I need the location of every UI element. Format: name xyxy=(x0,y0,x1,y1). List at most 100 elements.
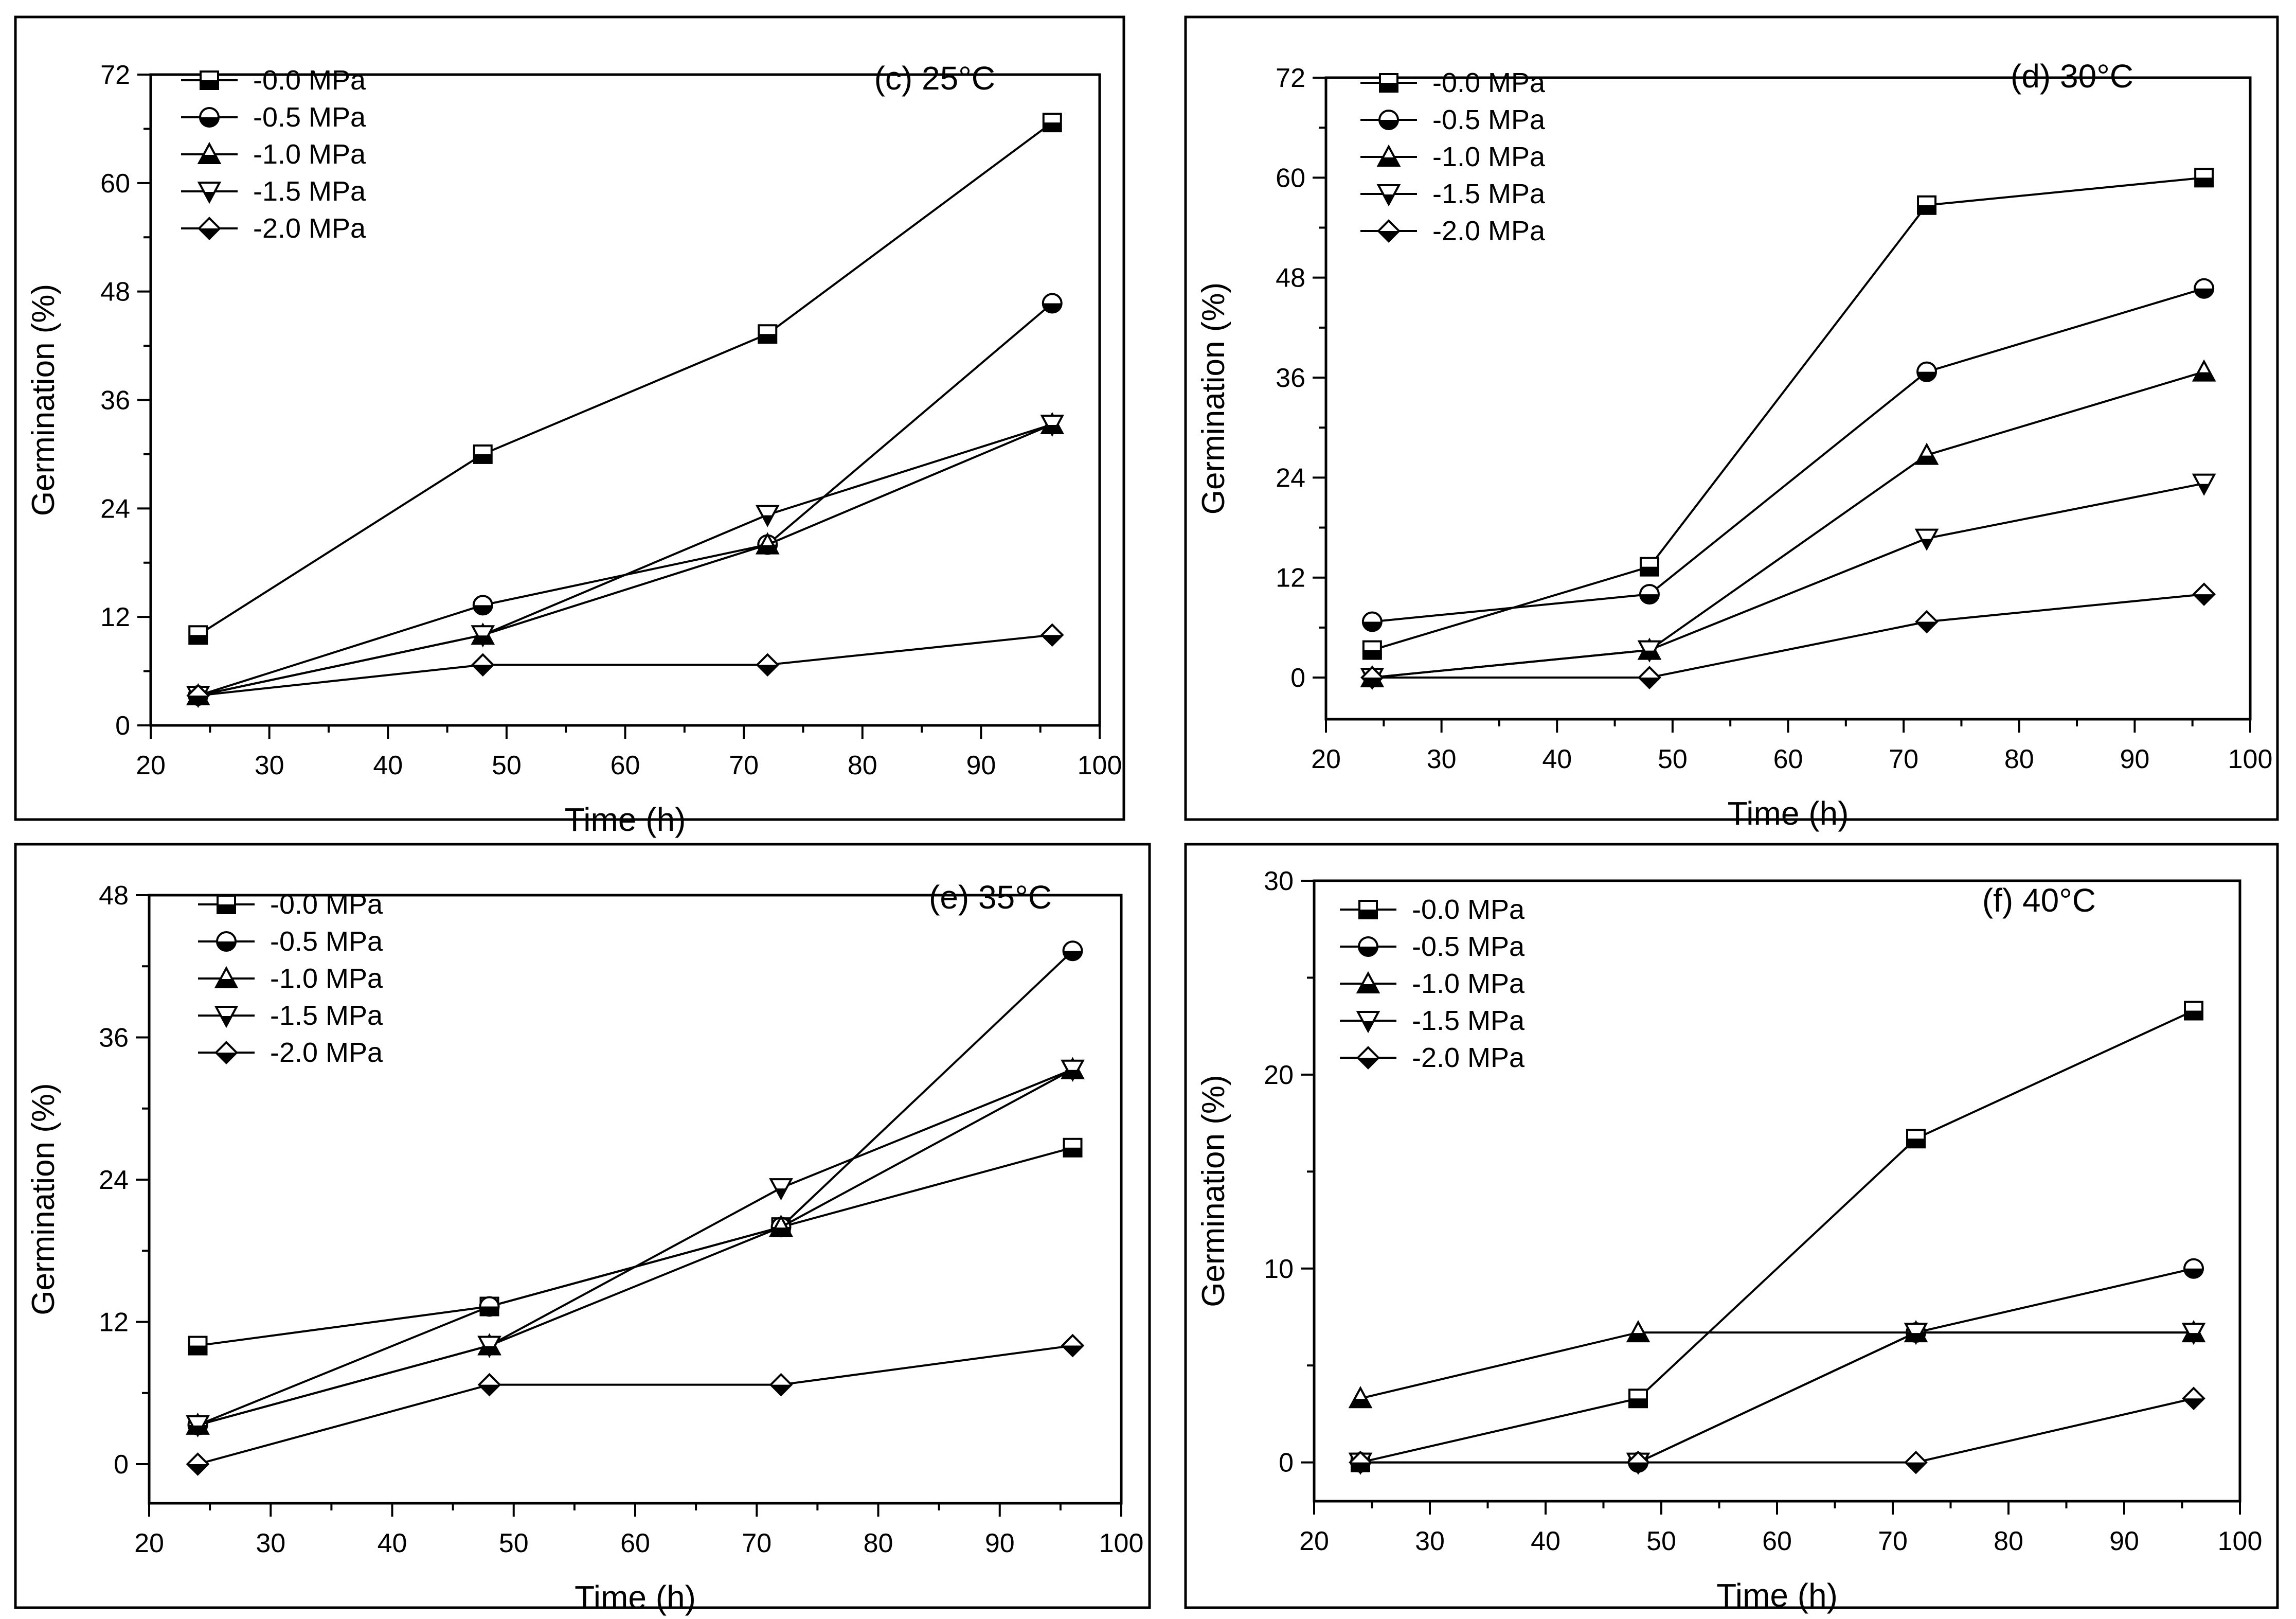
x-tick-label: 50 xyxy=(1658,744,1688,774)
legend-label: -1.0 MPa xyxy=(1412,968,1525,999)
legend-label: -1.0 MPa xyxy=(270,963,383,994)
x-tick-label: 70 xyxy=(729,751,759,780)
legend-marker-fill xyxy=(199,228,220,239)
x-tick-label: 30 xyxy=(1415,1526,1445,1556)
legend-label: -0.0 MPa xyxy=(1432,67,1546,98)
legend-marker-fill xyxy=(216,1053,237,1063)
x-tick-label: 80 xyxy=(848,751,877,780)
x-tick-label: 80 xyxy=(1994,1526,2023,1556)
x-tick-label: 90 xyxy=(966,751,996,780)
x-axis-label: Time (h) xyxy=(1728,795,1849,832)
data-point-4-fill xyxy=(2194,594,2215,605)
x-axis-label: Time (h) xyxy=(575,1579,696,1616)
series-line-4 xyxy=(1372,593,2204,679)
x-tick-label: 80 xyxy=(864,1528,893,1558)
y-tick-label: 60 xyxy=(1276,163,1305,193)
legend-label: -1.5 MPa xyxy=(253,176,366,207)
legend-label: -0.0 MPa xyxy=(253,65,366,96)
x-tick-label: 90 xyxy=(2109,1526,2139,1556)
x-tick-label: 20 xyxy=(134,1528,164,1558)
data-point-3-fill xyxy=(1644,650,1655,661)
legend-marker-fill xyxy=(221,1016,231,1026)
x-tick-label: 20 xyxy=(1311,744,1341,774)
y-tick-label: 48 xyxy=(99,881,129,911)
data-point-2-fill xyxy=(1628,1333,1648,1342)
data-point-0-fill xyxy=(2185,1010,2202,1020)
data-point-3-fill xyxy=(2189,1333,2199,1343)
x-tick-label: 90 xyxy=(2120,744,2149,774)
data-point-3-fill xyxy=(2199,484,2210,494)
data-point-2-fill xyxy=(757,545,778,554)
data-point-0-fill xyxy=(1064,1147,1082,1157)
legend-label: -1.0 MPa xyxy=(253,139,366,170)
series-line-4 xyxy=(198,634,1052,697)
series-line-1 xyxy=(198,302,1053,697)
legend-label: -2.0 MPa xyxy=(270,1037,383,1068)
data-point-4-fill xyxy=(1361,678,1383,688)
y-axis-label: Germination (%) xyxy=(1196,1075,1231,1307)
series-line-0 xyxy=(198,1146,1073,1347)
data-point-3-fill xyxy=(1922,539,1932,549)
data-point-4-fill xyxy=(770,1384,792,1395)
x-tick-label: 50 xyxy=(1646,1526,1676,1556)
y-axis-label: Germination (%) xyxy=(1196,282,1231,514)
data-point-3-fill xyxy=(1067,1070,1078,1080)
y-tick-label: 0 xyxy=(1290,663,1305,693)
y-tick-label: 20 xyxy=(1264,1060,1294,1090)
y-tick-label: 30 xyxy=(1264,866,1294,896)
panel-25c: 20 30 40 50 60 70 80 90 100 0 12 24 36 48 60 72 Time (h)… xyxy=(14,15,1125,838)
panel-35c: 20 30 40 50 60 70 80 90 100 0 12 24 36 48 Time (h) Germ… xyxy=(14,843,1151,1616)
panel-frame xyxy=(14,15,1125,821)
legend-label: -0.5 MPa xyxy=(253,102,366,133)
y-tick-label: 0 xyxy=(114,1450,129,1480)
legend-marker-fill xyxy=(1358,1058,1378,1068)
x-tick-label: 40 xyxy=(378,1528,407,1558)
series-line-1 xyxy=(1372,287,2204,623)
y-tick-label: 48 xyxy=(1276,263,1305,293)
y-axis-label: Germination (%) xyxy=(26,1083,61,1315)
data-point-3-fill xyxy=(192,1425,203,1435)
series-line-3 xyxy=(1372,482,2204,679)
data-point-3-fill xyxy=(1047,424,1057,435)
data-point-1-fill xyxy=(1640,594,1659,604)
series-line-0 xyxy=(1372,176,2204,651)
data-point-4-fill xyxy=(187,1464,208,1474)
x-tick-label: 80 xyxy=(2004,744,2034,774)
legend-marker-fill xyxy=(1359,910,1377,918)
data-point-4-fill xyxy=(479,1384,500,1395)
legend-label: -0.5 MPa xyxy=(270,926,383,957)
x-tick-label: 50 xyxy=(492,751,522,780)
y-tick-label: 72 xyxy=(100,60,130,90)
x-tick-label: 60 xyxy=(620,1528,650,1558)
panel-frame xyxy=(1184,843,2279,1609)
data-point-1-fill xyxy=(2184,1268,2203,1278)
y-tick-label: 10 xyxy=(1264,1254,1294,1284)
data-point-2-fill xyxy=(2194,372,2215,381)
legend-label: -0.0 MPa xyxy=(270,889,383,920)
data-point-4-fill xyxy=(1042,635,1063,646)
x-tick-label: 40 xyxy=(373,751,403,780)
data-point-1-fill xyxy=(1362,621,1382,631)
legend-marker-fill xyxy=(217,941,236,951)
data-point-4-fill xyxy=(1639,678,1660,688)
x-tick-label: 50 xyxy=(499,1528,529,1558)
legend-marker-fill xyxy=(200,117,219,127)
data-point-0-fill xyxy=(1043,122,1061,132)
data-point-4-fill xyxy=(1062,1345,1083,1356)
data-point-0-fill xyxy=(474,454,492,463)
x-tick-label: 60 xyxy=(611,751,640,780)
legend-marker-fill xyxy=(1384,194,1394,204)
panel-title: (d) 30°C xyxy=(2011,58,2133,95)
panel-title: (f) 40°C xyxy=(1982,882,2096,919)
panel-title: (c) 25°C xyxy=(874,60,995,97)
x-tick-label: 40 xyxy=(1531,1526,1560,1556)
data-point-2-fill xyxy=(1350,1399,1371,1408)
data-point-4-fill xyxy=(757,665,778,675)
legend-marker-fill xyxy=(1358,984,1378,992)
x-tick-label: 70 xyxy=(742,1528,772,1558)
data-point-4-fill xyxy=(1350,1462,1371,1473)
x-tick-label: 90 xyxy=(985,1528,1015,1558)
data-point-1-fill xyxy=(473,605,492,615)
legend-marker-fill xyxy=(1380,83,1397,92)
series-line-4 xyxy=(1360,1397,2194,1464)
